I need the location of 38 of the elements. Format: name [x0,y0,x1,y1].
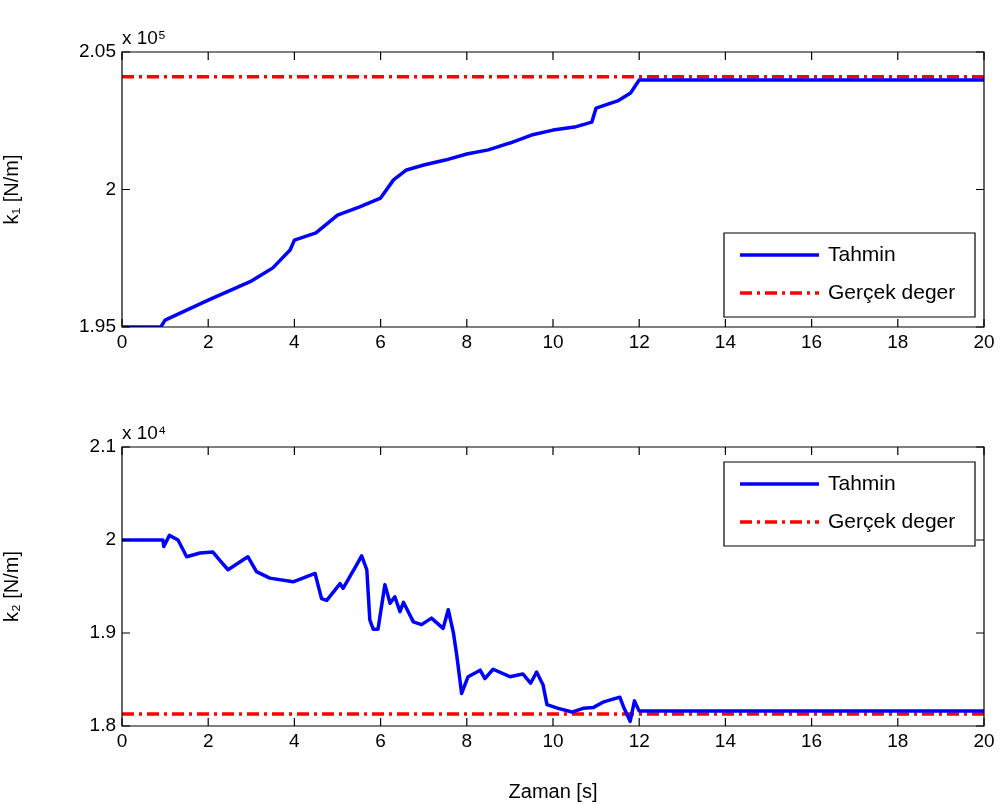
x-tick-label: 4 [289,729,301,751]
y-tick-label: 2.05 [79,40,116,62]
text: x 10⁵ [122,26,166,48]
x-axis-title: Zaman [s] [508,779,598,802]
x-tick-label: 2 [202,330,214,352]
y-tick-label: 1.95 [79,315,116,337]
text: x 10⁴ [122,421,167,443]
x-tick-label: 0 [116,330,128,352]
x-tick-label: 8 [461,729,473,751]
x-tick-label: 16 [801,729,823,751]
x-tick-label: 12 [628,330,650,352]
x-tick-label: 12 [628,729,650,751]
x-tick-label: 6 [375,330,386,352]
x-tick-label: 10 [542,729,564,751]
legend-label: Tahmin [828,470,896,494]
x-tick-label: 18 [887,330,909,352]
x-tick-label: 6 [375,729,386,751]
y-tick-label: 2.1 [89,435,116,457]
x-tick-label: 4 [289,330,301,352]
legend-label: Gerçek deger [828,279,956,303]
x-tick-label: 14 [714,729,737,751]
x-tick-label: 20 [973,330,995,352]
x-tick-label: 2 [202,729,214,751]
y-axis-title: k₁ [N/m] [0,154,22,225]
legend-label: Gerçek deger [828,508,956,532]
x-tick-label: 0 [116,729,128,751]
y-tick-label: 2 [105,177,116,199]
y-axis-title: k₂ [N/m] [0,550,22,623]
legend-label: Tahmin [828,241,896,265]
y-tick-label: 1.9 [89,621,116,643]
x-tick-label: 8 [461,330,473,352]
x-tick-label: 14 [714,330,737,352]
x-tick-label: 20 [973,729,995,751]
x-tick-label: 18 [887,729,909,751]
x-tick-label: 16 [801,330,823,352]
y-tick-label: 2 [105,528,116,550]
x-tick-label: 10 [542,330,564,352]
y-tick-label: 1.8 [89,714,116,736]
